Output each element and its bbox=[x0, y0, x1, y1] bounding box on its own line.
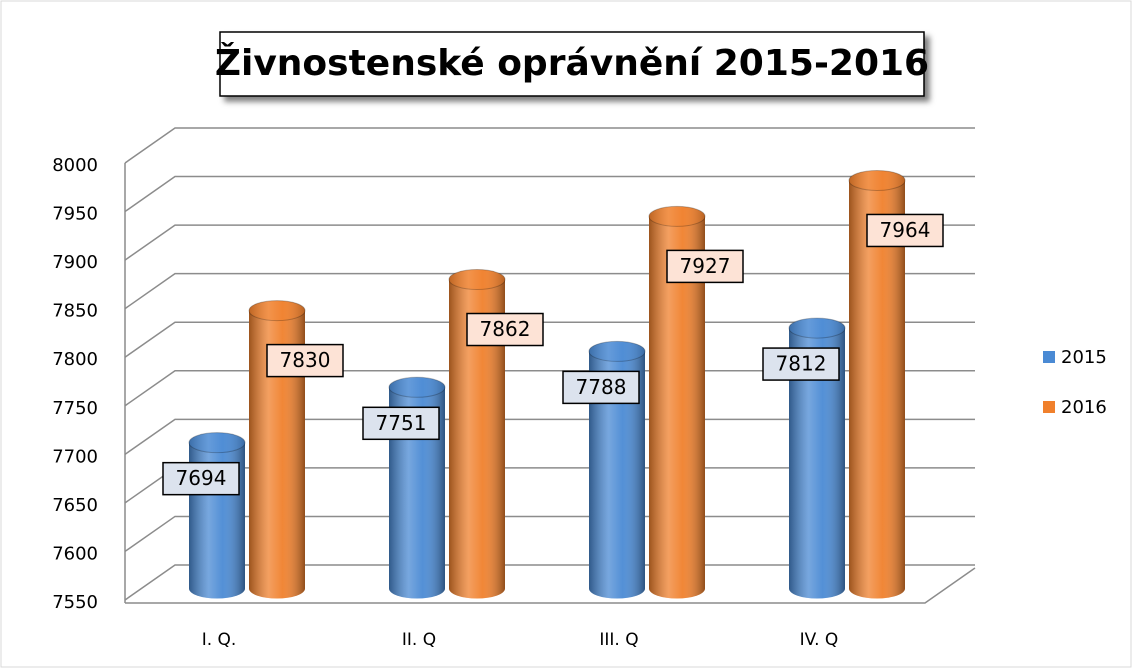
grid-line bbox=[124, 127, 975, 164]
data-label: 7812 bbox=[776, 352, 827, 376]
bar-top-shade bbox=[789, 318, 845, 339]
bar-shade bbox=[589, 351, 645, 599]
grid-line bbox=[124, 418, 975, 455]
bar-top-shade bbox=[249, 300, 305, 321]
floor bbox=[125, 567, 976, 604]
bar-top-shade bbox=[589, 341, 645, 362]
bar-top-shade bbox=[449, 269, 505, 290]
y-tick-label: 7950 bbox=[52, 204, 98, 225]
y-tick-label: 8000 bbox=[52, 155, 98, 176]
bar-shade bbox=[389, 387, 445, 599]
x-tick-label: II. Q bbox=[402, 630, 436, 650]
chart-title: Živnostenské oprávnění 2015-2016 bbox=[215, 42, 929, 84]
bar-top-shade bbox=[849, 170, 905, 191]
data-label: 7862 bbox=[480, 317, 531, 341]
data-label-box bbox=[666, 249, 744, 284]
bar-shade bbox=[249, 310, 305, 599]
data-label-box bbox=[362, 406, 440, 441]
bar-shade bbox=[849, 180, 905, 599]
bar-top-shade bbox=[389, 377, 445, 398]
y-tick-label: 7700 bbox=[52, 446, 98, 467]
legend-label: 2016 bbox=[1061, 397, 1107, 418]
bar-shade bbox=[449, 279, 505, 599]
bar-shade bbox=[789, 328, 845, 599]
data-label: 7694 bbox=[176, 466, 227, 490]
data-label: 7927 bbox=[680, 254, 731, 278]
grid-line bbox=[124, 321, 975, 358]
data-label: 7830 bbox=[280, 348, 331, 372]
grid-line bbox=[124, 515, 975, 553]
grid-line bbox=[124, 370, 975, 407]
legend-swatch bbox=[1043, 351, 1055, 363]
bar-top-shade bbox=[189, 432, 245, 453]
data-label-box bbox=[762, 347, 840, 381]
legend-swatch bbox=[1043, 401, 1055, 413]
x-tick-label: III. Q bbox=[599, 630, 638, 650]
data-label-box bbox=[466, 312, 544, 347]
grid-line bbox=[124, 175, 975, 213]
bar-top-shade bbox=[649, 206, 705, 227]
data-label: 7788 bbox=[576, 375, 627, 399]
y-tick-label: 7550 bbox=[52, 592, 98, 613]
data-label: 7751 bbox=[376, 411, 427, 435]
title-box bbox=[219, 31, 925, 97]
data-label-box bbox=[562, 370, 640, 405]
y-tick-label: 7850 bbox=[52, 301, 98, 322]
grid-line bbox=[124, 564, 975, 601]
bar-shade bbox=[649, 216, 705, 599]
data-label-box bbox=[266, 343, 344, 378]
y-tick-label: 7600 bbox=[52, 543, 98, 564]
y-tick-label: 7900 bbox=[52, 252, 98, 273]
y-tick-label: 7750 bbox=[52, 398, 98, 419]
y-tick-label: 7650 bbox=[52, 495, 98, 516]
data-label-box bbox=[866, 213, 944, 248]
data-label: 7964 bbox=[880, 218, 931, 242]
legend-label: 2015 bbox=[1061, 347, 1107, 368]
x-tick-label: IV. Q bbox=[800, 630, 839, 650]
y-tick-label: 7800 bbox=[52, 349, 98, 370]
x-tick-label: I. Q. bbox=[202, 630, 237, 650]
data-label-box bbox=[162, 461, 240, 496]
grid-line bbox=[124, 224, 975, 261]
